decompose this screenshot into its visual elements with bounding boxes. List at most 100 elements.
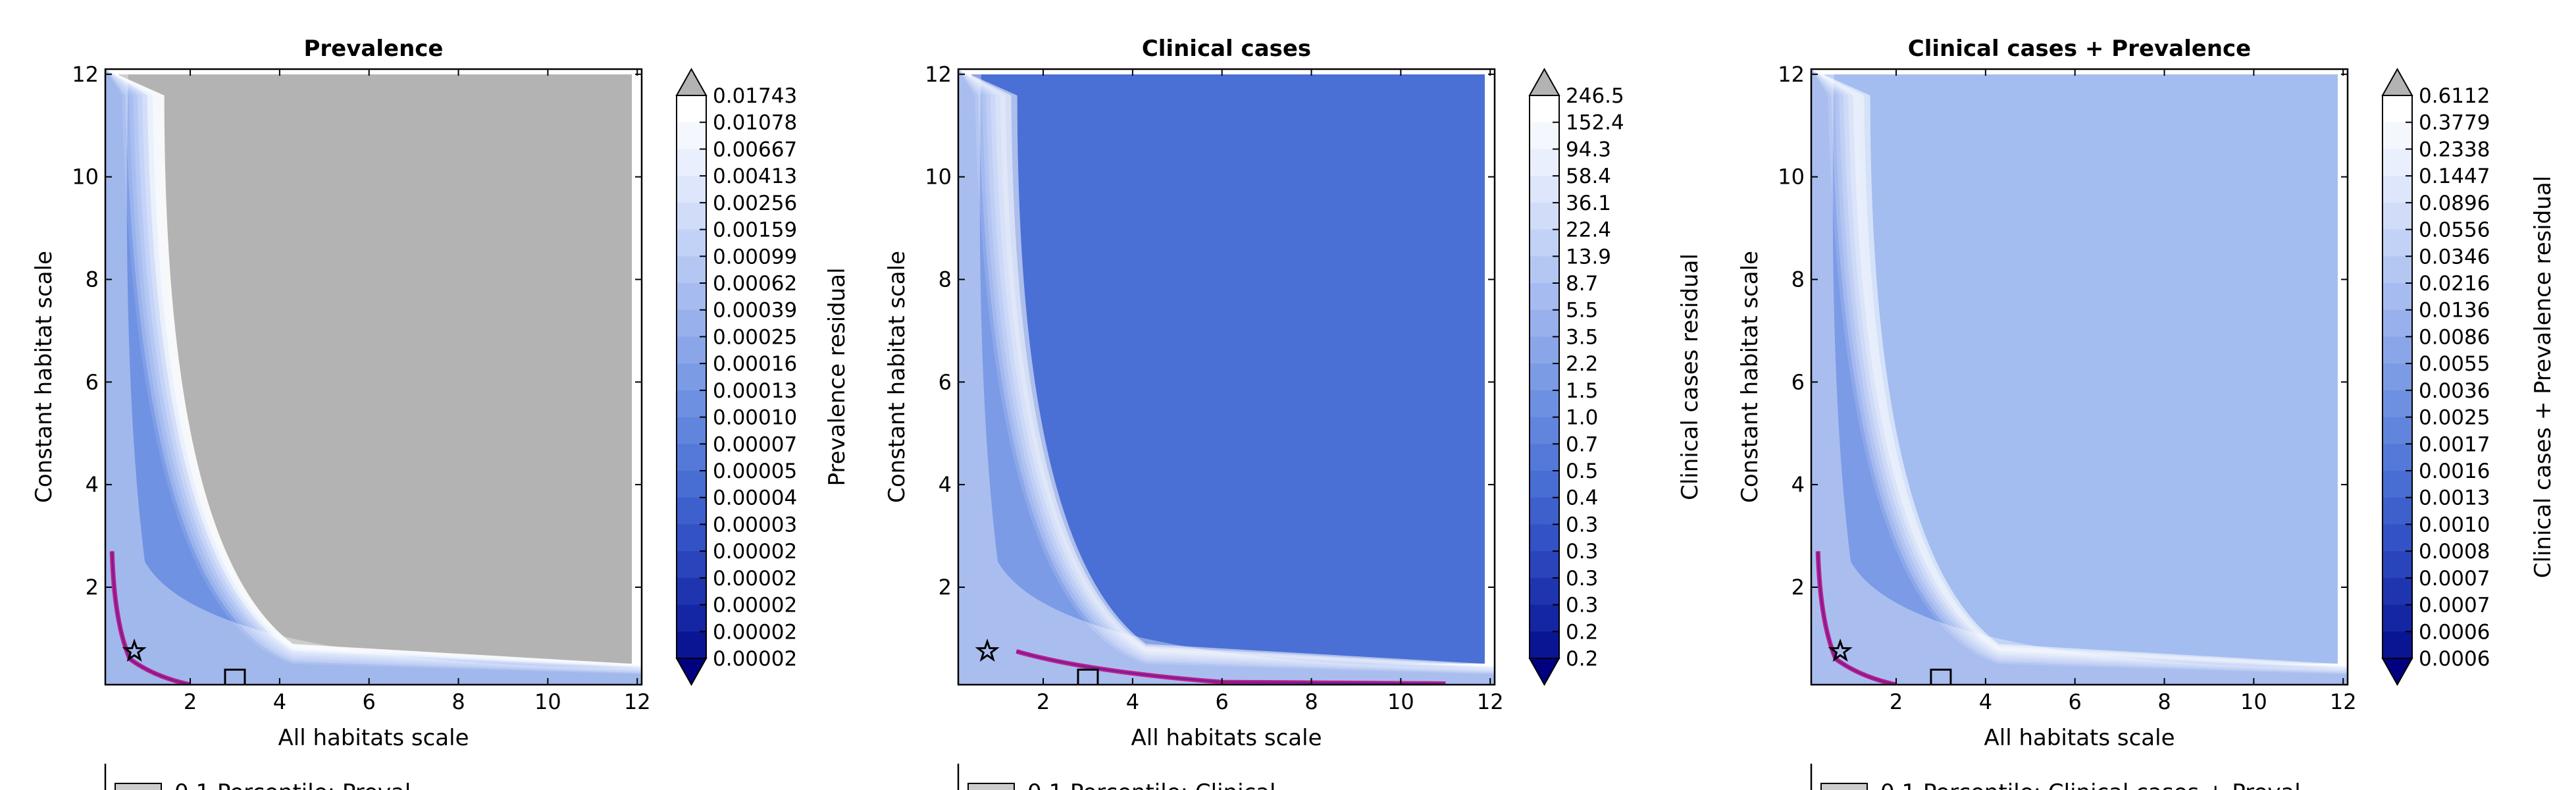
colorbar-segment [677, 229, 706, 257]
colorbar-tick-label: 0.0055 [2419, 352, 2490, 376]
colorbar-tick-label: 0.0010 [2419, 513, 2490, 537]
colorbar-tick-label: 0.0016 [2419, 460, 2490, 483]
colorbar-extend-bottom [2381, 658, 2413, 687]
y-tick-label: 2 [86, 575, 99, 600]
colorbar-tick-label: 0.0006 [2419, 647, 2490, 671]
colorbar-tick-label: 0.7 [1566, 433, 1598, 456]
colorbar: 0.01743 0.01078 0.00667 0.00413 0.00256 0.001… [675, 67, 850, 687]
colorbar-tick-label: 0.0216 [2419, 272, 2490, 296]
legend-swatch [115, 783, 162, 790]
colorbar-tick-label: 0.00002 [713, 594, 797, 618]
colorbar-frame [1529, 95, 1560, 659]
y-tick-label: 10 [72, 165, 99, 190]
colorbar-extend-top [2381, 67, 2413, 96]
colorbar-segment [2383, 524, 2412, 552]
colorbar-segment [1530, 471, 1559, 498]
colorbar-tick-label: 0.0007 [2419, 567, 2490, 591]
colorbar-tick-label: 0.1447 [2419, 165, 2490, 188]
colorbar-tick-label: 0.0136 [2419, 299, 2490, 323]
colorbar-label: Clinical cases residual [1677, 253, 1703, 500]
colorbar-tick-label: 0.3779 [2419, 111, 2490, 135]
star-marker [975, 638, 1000, 662]
square-marker [1930, 668, 1952, 685]
x-tick-label: 12 [1477, 689, 1504, 714]
y-tick-label: 6 [1791, 369, 1805, 394]
y-tick-label: 6 [86, 369, 99, 394]
x-tick-label: 10 [1387, 689, 1414, 714]
y-tick-label: 8 [1791, 267, 1805, 292]
colorbar-segment [1530, 631, 1559, 659]
y-tick-label: 12 [72, 62, 99, 87]
colorbar-segment [677, 176, 706, 203]
colorbar-frame [2382, 95, 2413, 659]
colorbar-segment [677, 471, 706, 498]
colorbar-segment [677, 149, 706, 176]
legend-text: 0.1 Percentile: Clinical cases + Preval [1880, 779, 2301, 790]
y-tick-label: 4 [939, 472, 952, 497]
colorbar-extend-bottom [1528, 658, 1560, 687]
y-tick-label: 2 [939, 575, 952, 600]
y-tick-label: 10 [1778, 165, 1805, 190]
colorbar-segment [2383, 149, 2412, 176]
colorbar-segment [2383, 122, 2412, 149]
low-scale-region [958, 69, 1495, 685]
colorbar-segment [1530, 95, 1559, 123]
colorbar-tick-label: 0.0346 [2419, 245, 2490, 269]
colorbar-segment [677, 444, 706, 471]
colorbar-tick-label: 0.00256 [713, 192, 797, 215]
colorbar-tick-label: 0.0007 [2419, 594, 2490, 618]
x-tick-label: 2 [1890, 689, 1903, 714]
colorbar-tick-label: 0.00004 [713, 487, 797, 510]
square-marker [224, 668, 246, 685]
x-tick-label: 12 [624, 689, 651, 714]
y-axis-label: Constant habitat scale [31, 251, 57, 503]
colorbar-tick-label: 0.00099 [713, 245, 797, 269]
colorbar-tick-label: 0.00007 [713, 433, 797, 456]
colorbar-extend-top [675, 67, 708, 96]
contour-band [958, 69, 1495, 685]
colorbar-tick-label: 0.3 [1566, 567, 1598, 591]
colorbar-segment [677, 551, 706, 579]
colorbar-segment [677, 363, 706, 391]
colorbar-extend-bottom [675, 658, 708, 687]
colorbar-segment [677, 95, 706, 123]
colorbar-segment [2383, 577, 2412, 606]
colorbar-segment [677, 524, 706, 552]
y-tick-label: 2 [1791, 575, 1805, 600]
plot-area [1811, 69, 2348, 685]
colorbar-segment [1530, 577, 1559, 606]
chart-panel-1: 2 4 6 8 10 12 2 4 6 8 10 12 Prevalence All habitats s… [31, 36, 850, 790]
y-axis-label: Constant habitat scale [1737, 251, 1763, 503]
colorbar-tick-label: 0.0556 [2419, 219, 2490, 242]
colorbar-tick-label: 0.00025 [713, 325, 797, 349]
colorbar-tick-label: 0.00002 [713, 540, 797, 564]
colorbar-segment [2383, 309, 2412, 337]
colorbar-segment [2383, 417, 2412, 444]
square-marker [1077, 668, 1099, 685]
colorbar-tick-label: 0.00062 [713, 272, 797, 296]
colorbar-segment [1530, 524, 1559, 552]
y-tick-label: 4 [86, 472, 99, 497]
colorbar-segment [2383, 363, 2412, 391]
colorbar-tick-label: 5.5 [1566, 299, 1598, 323]
colorbar-tick-label: 0.3 [1566, 594, 1598, 618]
chart-title: Prevalence [304, 36, 444, 62]
colorbar-segment [1530, 336, 1559, 364]
plot-area [105, 69, 642, 685]
chart-panel-2: 2 4 6 8 10 12 2 4 6 8 10 12 Clinical cases All habita… [884, 36, 1703, 790]
colorbar-segment [2383, 631, 2412, 659]
colorbar-segment [1530, 551, 1559, 579]
colorbar-segment [2383, 256, 2412, 284]
x-tick-label: 8 [1304, 689, 1318, 714]
colorbar-tick-label: 0.2 [1566, 647, 1598, 671]
colorbar-frame [676, 95, 707, 659]
colorbar-tick-label: 0.3 [1566, 540, 1598, 564]
axes-frame [104, 68, 643, 686]
colorbar-tick-label: 0.2338 [2419, 138, 2490, 161]
x-tick-label: 4 [1126, 689, 1139, 714]
colorbar: 0.6112 0.3779 0.2338 0.1447 0.0896 0.0556 0.03… [2381, 67, 2556, 687]
colorbar-segment [2383, 551, 2412, 579]
colorbar-segment [2383, 95, 2412, 123]
colorbar-segment [1530, 417, 1559, 444]
